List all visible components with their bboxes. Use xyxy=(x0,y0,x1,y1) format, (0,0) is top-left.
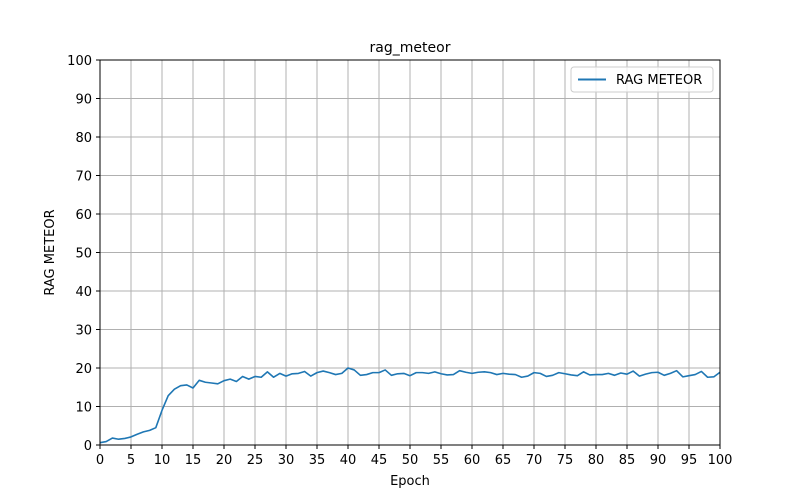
x-tick-label: 65 xyxy=(495,453,512,468)
x-tick-label: 10 xyxy=(154,453,171,468)
series-line xyxy=(99,367,721,444)
x-tick-label: 80 xyxy=(588,453,605,468)
y-tick-label: 50 xyxy=(75,247,92,262)
x-tick-label: 0 xyxy=(96,453,104,468)
y-tick-label: 90 xyxy=(75,93,92,108)
chart-title: rag_meteor xyxy=(370,40,451,56)
x-tick-label: 55 xyxy=(433,453,450,468)
plot-frame xyxy=(99,59,721,446)
x-tick-label: 5 xyxy=(127,453,135,468)
axis-ticks: 0 5 10 15 20 25 30 35 40 45 50 55 60 65 70 75 80 85 90 95 10… xyxy=(67,54,732,468)
y-tick-label: 20 xyxy=(75,362,92,377)
legend-box xyxy=(570,66,714,93)
x-tick-label: 15 xyxy=(185,453,202,468)
x-tick-label: 30 xyxy=(278,453,295,468)
y-tick-label: 100 xyxy=(67,54,92,69)
y-tick-label: 40 xyxy=(75,285,92,300)
y-tick-label: 0 xyxy=(84,439,92,454)
legend: RAG METEOR xyxy=(570,66,714,93)
x-tick-label: 25 xyxy=(247,453,264,468)
y-tick-label: 30 xyxy=(75,324,92,339)
x-tick-label: 85 xyxy=(619,453,636,468)
x-tick-label: 45 xyxy=(371,453,388,468)
x-tick-label: 60 xyxy=(464,453,481,468)
y-tick-label: 80 xyxy=(75,131,92,146)
y-axis-label: RAG METEOR xyxy=(43,209,58,295)
y-tick-label: 10 xyxy=(75,401,92,416)
x-axis-label: Epoch xyxy=(390,474,430,489)
x-tick-label: 40 xyxy=(340,453,357,468)
series-lines xyxy=(99,367,721,444)
x-tick-label: 35 xyxy=(309,453,326,468)
legend-label: RAG METEOR xyxy=(616,73,702,88)
y-tick-label: 70 xyxy=(75,170,92,185)
x-tick-label: 70 xyxy=(526,453,543,468)
x-tick-label: 90 xyxy=(650,453,667,468)
x-tick-label: 95 xyxy=(681,453,698,468)
y-tick-label: 60 xyxy=(75,208,92,223)
x-tick-label: 20 xyxy=(216,453,233,468)
x-tick-label: 100 xyxy=(708,453,733,468)
x-tick-label: 75 xyxy=(557,453,574,468)
x-tick-label: 50 xyxy=(402,453,419,468)
